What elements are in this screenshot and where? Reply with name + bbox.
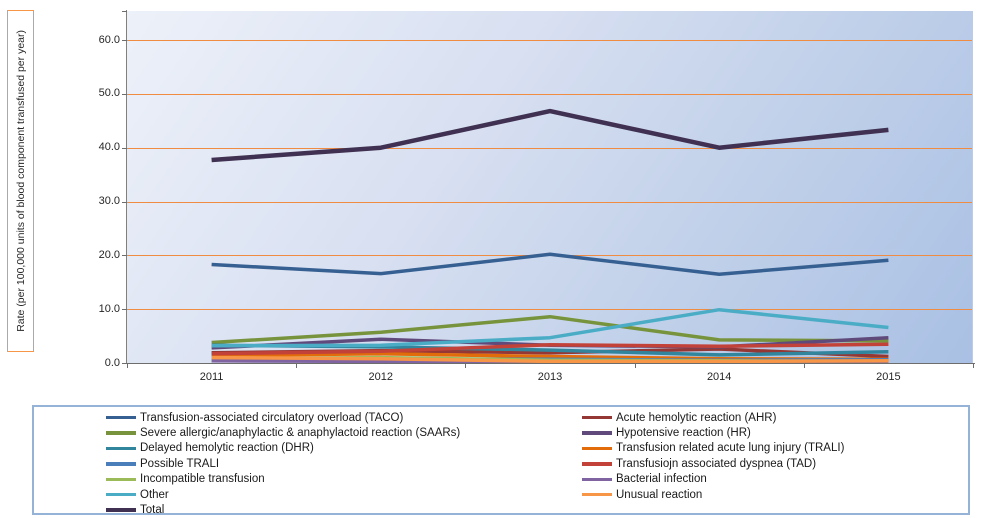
legend-item-hypotensive-reaction-hr: Hypotensive reaction (HR) xyxy=(582,425,844,440)
legend-swatch-hypotensive-reaction-hr xyxy=(582,431,612,435)
legend-column-left: Transfusion-associated circulatory overl… xyxy=(106,410,460,518)
legend-swatch-transfusiojn-associated-dyspnea-tad xyxy=(582,462,612,466)
x-tick-label-2015: 2015 xyxy=(876,371,901,383)
legend-swatch-other xyxy=(106,492,136,497)
legend-item-transfusion-associated-circulatory-overload-taco: Transfusion-associated circulatory overl… xyxy=(106,410,460,425)
x-tick-label-2014: 2014 xyxy=(706,371,732,383)
legend-label: Possible TRALI xyxy=(140,457,220,470)
y-tick-label-60.0: 60.0 xyxy=(98,33,120,46)
legend-label: Transfusion related acute lung injury (T… xyxy=(616,442,845,455)
x-tick-label-2011: 2011 xyxy=(199,371,224,383)
y-tick-label-20.0: 20.0 xyxy=(98,248,120,261)
y-axis-tick xyxy=(122,93,127,95)
y-axis-tick xyxy=(122,363,127,364)
x-axis-tick xyxy=(634,364,636,368)
legend-swatch-acute-hemolytic-reaction-ahr xyxy=(582,415,612,420)
legend-item-bacterial-infection: Bacterial infection xyxy=(582,472,844,487)
y-axis xyxy=(126,10,127,363)
legend-label: Hypotensive reaction (HR) xyxy=(616,427,751,440)
x-tick-label-2013: 2013 xyxy=(537,371,563,383)
x-tick-label-2012: 2012 xyxy=(368,371,394,383)
gridline-50.0 xyxy=(127,93,972,95)
legend-item-transfusion-related-acute-lung-injury-trali: Transfusion related acute lung injury (T… xyxy=(582,441,844,456)
legend-item-total: Total xyxy=(106,502,460,517)
y-tick-label-10.0: 10.0 xyxy=(98,302,120,315)
legend-label: Total xyxy=(140,504,165,517)
legend-item-unusual-reaction: Unusual reaction xyxy=(582,487,844,502)
legend-label: Unusual reaction xyxy=(616,488,703,501)
x-axis-tick xyxy=(296,364,298,368)
gridline-30.0 xyxy=(127,201,972,203)
gridline-60.0 xyxy=(127,40,972,41)
y-axis-title-box: Rate (per 100,000 units of blood compone… xyxy=(7,10,34,352)
y-axis-title: Rate (per 100,000 units of blood compone… xyxy=(14,30,27,332)
series-line-total xyxy=(211,108,889,163)
legend-label: Transfusion-associated circulatory overl… xyxy=(140,411,404,424)
y-tick-label-50.0: 50.0 xyxy=(98,87,120,100)
y-axis-tick xyxy=(122,309,127,311)
legend: Transfusion-associated circulatory overl… xyxy=(32,405,970,518)
y-axis-tick xyxy=(122,201,127,203)
legend-label: Other xyxy=(140,488,169,501)
legend-item-acute-hemolytic-reaction-ahr: Acute hemolytic reaction (AHR) xyxy=(582,410,844,425)
legend-label: Severe allergic/anaphylactic & anaphylac… xyxy=(140,427,461,440)
legend-label: Incompatible transfusion xyxy=(140,473,265,486)
series-line-transfusion-associated-circulatory-overload-taco xyxy=(211,252,889,276)
legend-swatch-bacterial-infection xyxy=(582,477,612,481)
legend-label: Transfusiojn associated dyspnea (TAD) xyxy=(616,457,817,470)
legend-swatch-transfusion-associated-circulatory-overload-taco xyxy=(106,415,136,420)
legend-item-other: Other xyxy=(106,487,460,502)
y-axis-tick xyxy=(122,147,127,149)
legend-item-possible-trali: Possible TRALI xyxy=(106,456,460,471)
legend-item-severe-allergic-anaphylactic-anaphylactoid-reaction-saars: Severe allergic/anaphylactic & anaphylac… xyxy=(106,425,460,440)
legend-label: Bacterial infection xyxy=(616,473,707,486)
legend-swatch-total xyxy=(106,508,136,512)
legend-label: Delayed hemolytic reaction (DHR) xyxy=(140,442,314,455)
y-axis-end-tick xyxy=(122,11,127,12)
y-tick-label-0.0: 0.0 xyxy=(104,356,120,369)
y-axis-tick xyxy=(122,255,127,257)
series-line-transfusiojn-associated-dyspnea-tad xyxy=(211,342,889,356)
legend-item-incompatible-transfusion: Incompatible transfusion xyxy=(106,472,460,487)
legend-swatch-unusual-reaction xyxy=(582,492,612,497)
legend-swatch-transfusion-related-acute-lung-injury-trali xyxy=(582,446,612,451)
x-axis-tick xyxy=(127,364,128,368)
series-canvas xyxy=(211,108,889,364)
y-axis-tick xyxy=(122,40,127,41)
legend-swatch-severe-allergic-anaphylactic-anaphylactoid-reaction-saars xyxy=(106,431,136,435)
legend-item-delayed-hemolytic-reaction-dhr: Delayed hemolytic reaction (DHR) xyxy=(106,441,460,456)
legend-swatch-possible-trali xyxy=(106,462,136,466)
series-line-severe-allergic-anaphylactic-anaphylactoid-reaction-saars xyxy=(211,314,889,345)
legend-item-transfusiojn-associated-dyspnea-tad: Transfusiojn associated dyspnea (TAD) xyxy=(582,456,844,471)
series-line-unusual-reaction xyxy=(211,355,889,364)
gridline-10.0 xyxy=(127,309,972,311)
x-axis-tick xyxy=(973,364,974,368)
x-axis-tick xyxy=(465,364,467,368)
y-tick-label-30.0: 30.0 xyxy=(98,195,120,207)
series-line-other xyxy=(211,307,889,348)
legend-swatch-delayed-hemolytic-reaction-dhr xyxy=(106,446,136,451)
gridline-40.0 xyxy=(127,147,972,149)
legend-swatch-incompatible-transfusion xyxy=(106,477,136,481)
x-axis xyxy=(123,363,975,364)
x-axis-tick xyxy=(803,364,805,368)
plot-area xyxy=(127,11,973,364)
legend-label: Acute hemolytic reaction (AHR) xyxy=(616,411,777,424)
legend-column-right: Acute hemolytic reaction (AHR) Hypotensiv… xyxy=(582,410,844,502)
y-tick-label-40.0: 40.0 xyxy=(98,141,120,154)
